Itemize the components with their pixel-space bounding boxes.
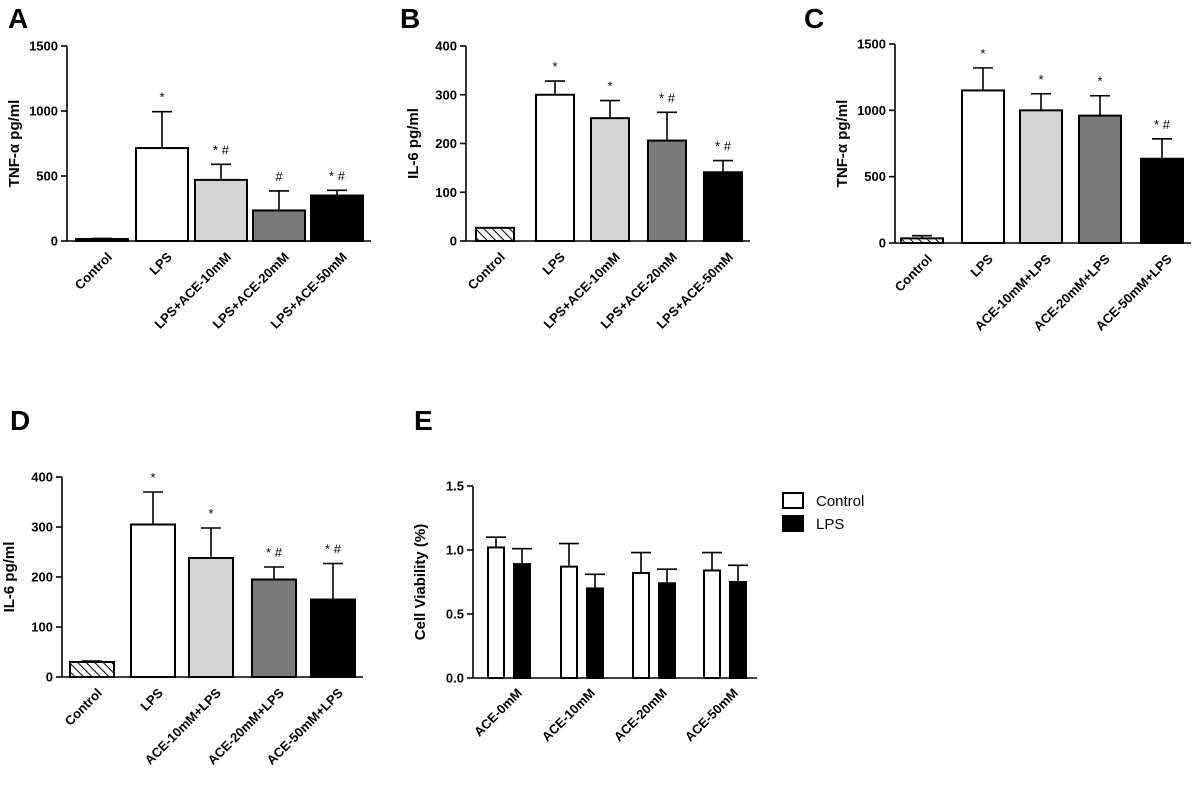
pa-bar-lps-ace-50mm xyxy=(310,194,364,242)
pb-xtick-label: LPS xyxy=(539,249,568,278)
pb-significance-marker: * # xyxy=(659,90,676,105)
panel-label-e: E xyxy=(414,405,433,436)
pd-ytick-label: 400 xyxy=(31,470,53,485)
legend-swatch-lps xyxy=(782,515,804,532)
pb-xtick-label: Control xyxy=(465,249,508,292)
panel-label-d: D xyxy=(10,405,30,436)
pb-significance-marker: * xyxy=(552,59,557,74)
pe-bar-control xyxy=(703,569,721,679)
pc-xtick-label: Control xyxy=(892,251,935,294)
pa-ytick-label: 0 xyxy=(51,234,58,249)
pe-bar-control xyxy=(632,572,650,679)
pb-significance-marker: * # xyxy=(715,139,732,154)
pb-significance-marker: * xyxy=(607,79,612,94)
pb-ytick-label: 100 xyxy=(435,185,457,200)
pd-ytick-label: 100 xyxy=(31,620,53,635)
pe-bar-lps xyxy=(513,563,531,680)
pd-ytick-label: 0 xyxy=(46,670,53,685)
pb-bar-control xyxy=(475,226,515,242)
pd-significance-marker: * xyxy=(208,506,213,521)
pe-xtick-label: ACE-10mM xyxy=(539,685,598,744)
pd-significance-marker: * # xyxy=(325,542,342,557)
legend-swatch-control xyxy=(782,492,804,509)
pd-xtick-label: LPS xyxy=(137,685,166,714)
pd-xtick-label: Control xyxy=(62,685,105,728)
pb-ytick-label: 400 xyxy=(435,39,457,54)
pa-significance-marker: * # xyxy=(213,142,230,157)
pd-ytick-label: 300 xyxy=(31,520,53,535)
pa-bar-lps-ace-20mm xyxy=(252,209,306,242)
pc-ytick-label: 1500 xyxy=(857,37,886,52)
pe-ytick-label: 1.5 xyxy=(446,479,464,494)
pc-bar-ace-10mm-lps xyxy=(1019,109,1063,245)
pc-bar-ace-20mm-lps xyxy=(1078,114,1122,244)
panel-label-c: C xyxy=(804,3,824,34)
pe-y-axis-label: Cell Viability (%) xyxy=(412,524,429,640)
pe-ytick-label: 0.5 xyxy=(446,607,464,622)
panel-e-chart: 0.0 0.5 1.0 1.5 Cell Viability (%) ACE-0mM ACE… xyxy=(412,479,864,745)
pd-bar-ace-20mm-lps xyxy=(251,578,297,678)
pb-bar-lps-ace-10mm xyxy=(590,117,630,242)
pa-xtick-label: Control xyxy=(72,249,115,292)
pe-bar-lps xyxy=(729,581,747,679)
pd-bar-ace-50mm-lps xyxy=(310,598,356,678)
pc-significance-marker: * # xyxy=(1154,117,1171,132)
pb-ytick-label: 300 xyxy=(435,87,457,102)
pa-bar-lps xyxy=(135,147,189,242)
pb-y-axis-label: IL-6 pg/ml xyxy=(405,108,422,179)
legend-label-lps: LPS xyxy=(816,516,844,533)
pc-bar-ace-50mm-lps xyxy=(1140,157,1184,244)
pa-ytick-label: 1000 xyxy=(29,104,58,119)
pa-ytick-label: 1500 xyxy=(29,39,58,54)
pd-bar-lps xyxy=(130,523,176,678)
pc-significance-marker: * xyxy=(980,46,985,61)
pc-bar-lps xyxy=(961,89,1005,244)
pe-bar-lps xyxy=(586,587,604,680)
legend-label-control: Control xyxy=(816,493,864,510)
pd-ytick-label: 200 xyxy=(31,570,53,585)
pc-significance-marker: * xyxy=(1097,74,1102,89)
pd-bar-ace-10mm-lps xyxy=(188,557,234,678)
pc-ytick-label: 0 xyxy=(879,236,886,251)
pe-xtick-label: ACE-0mM xyxy=(471,685,525,739)
pe-bar-lps xyxy=(658,582,676,680)
pe-bar-control xyxy=(487,546,505,679)
pd-bar-control xyxy=(69,661,115,678)
pc-significance-marker: * xyxy=(1038,72,1043,87)
pe-ytick-label: 1.0 xyxy=(446,543,464,558)
pb-bar-lps-ace-20mm xyxy=(647,139,687,242)
panel-label-b: B xyxy=(400,3,420,34)
pc-ytick-label: 1000 xyxy=(857,103,886,118)
pb-bar-lps-ace-50mm xyxy=(703,171,743,242)
pb-bar-lps xyxy=(535,93,575,242)
pe-bar-control xyxy=(560,565,578,680)
pa-ytick-label: 500 xyxy=(36,169,58,184)
panel-label-a: A xyxy=(8,3,28,34)
pb-ytick-label: 200 xyxy=(435,136,457,151)
pa-significance-marker: * # xyxy=(329,168,346,183)
pc-ytick-label: 500 xyxy=(864,169,886,184)
pb-ytick-label: 0 xyxy=(450,234,457,249)
pa-significance-marker: * xyxy=(159,90,164,105)
pe-xtick-label: ACE-20mM xyxy=(611,685,670,744)
pa-y-axis-label: TNF-α pg/ml xyxy=(6,100,23,188)
pe-xtick-label: ACE-50mM xyxy=(682,685,741,744)
pa-significance-marker: # xyxy=(275,169,283,184)
pa-bar-lps-ace-10mm xyxy=(194,178,248,242)
pd-significance-marker: * xyxy=(150,470,155,485)
pd-y-axis-label: IL-6 pg/ml xyxy=(1,542,18,613)
pc-y-axis-label: TNF-α pg/ml xyxy=(834,100,851,188)
pa-xtick-label: LPS xyxy=(146,249,175,278)
pe-ytick-label: 0.0 xyxy=(446,671,464,686)
pc-xtick-label: LPS xyxy=(967,251,996,280)
pd-significance-marker: * # xyxy=(266,545,283,560)
